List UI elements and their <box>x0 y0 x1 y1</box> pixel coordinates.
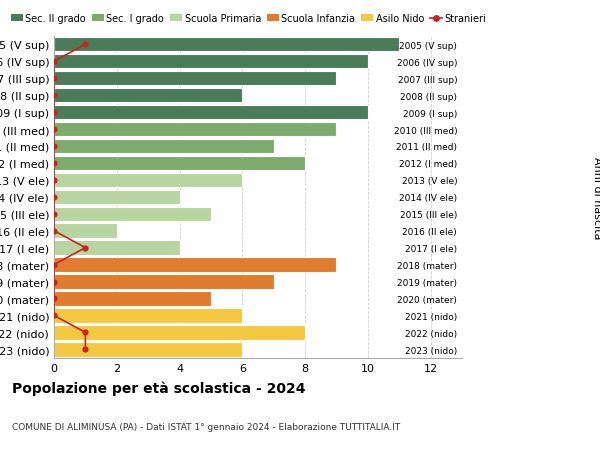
Bar <box>54 258 337 272</box>
Bar <box>54 190 179 205</box>
Bar <box>54 89 242 103</box>
Bar <box>54 123 337 137</box>
Text: COMUNE DI ALIMINUSA (PA) - Dati ISTAT 1° gennaio 2024 - Elaborazione TUTTITALIA.: COMUNE DI ALIMINUSA (PA) - Dati ISTAT 1°… <box>12 422 400 431</box>
Bar <box>54 308 242 323</box>
Bar <box>54 38 399 52</box>
Bar <box>54 342 242 357</box>
Bar <box>54 72 337 86</box>
Text: Popolazione per età scolastica - 2024: Popolazione per età scolastica - 2024 <box>12 381 305 396</box>
Bar <box>54 106 368 120</box>
Bar <box>54 55 368 69</box>
Bar <box>54 207 211 222</box>
Bar <box>54 325 305 340</box>
Bar <box>54 291 211 306</box>
Legend: Sec. II grado, Sec. I grado, Scuola Primaria, Scuola Infanzia, Asilo Nido, Stran: Sec. II grado, Sec. I grado, Scuola Prim… <box>11 14 487 24</box>
Bar <box>54 140 274 154</box>
Bar <box>54 275 274 289</box>
Text: Anni di nascita: Anni di nascita <box>592 156 600 239</box>
Bar <box>54 157 305 171</box>
Bar <box>54 241 179 255</box>
Bar <box>54 224 117 238</box>
Bar <box>54 173 242 188</box>
